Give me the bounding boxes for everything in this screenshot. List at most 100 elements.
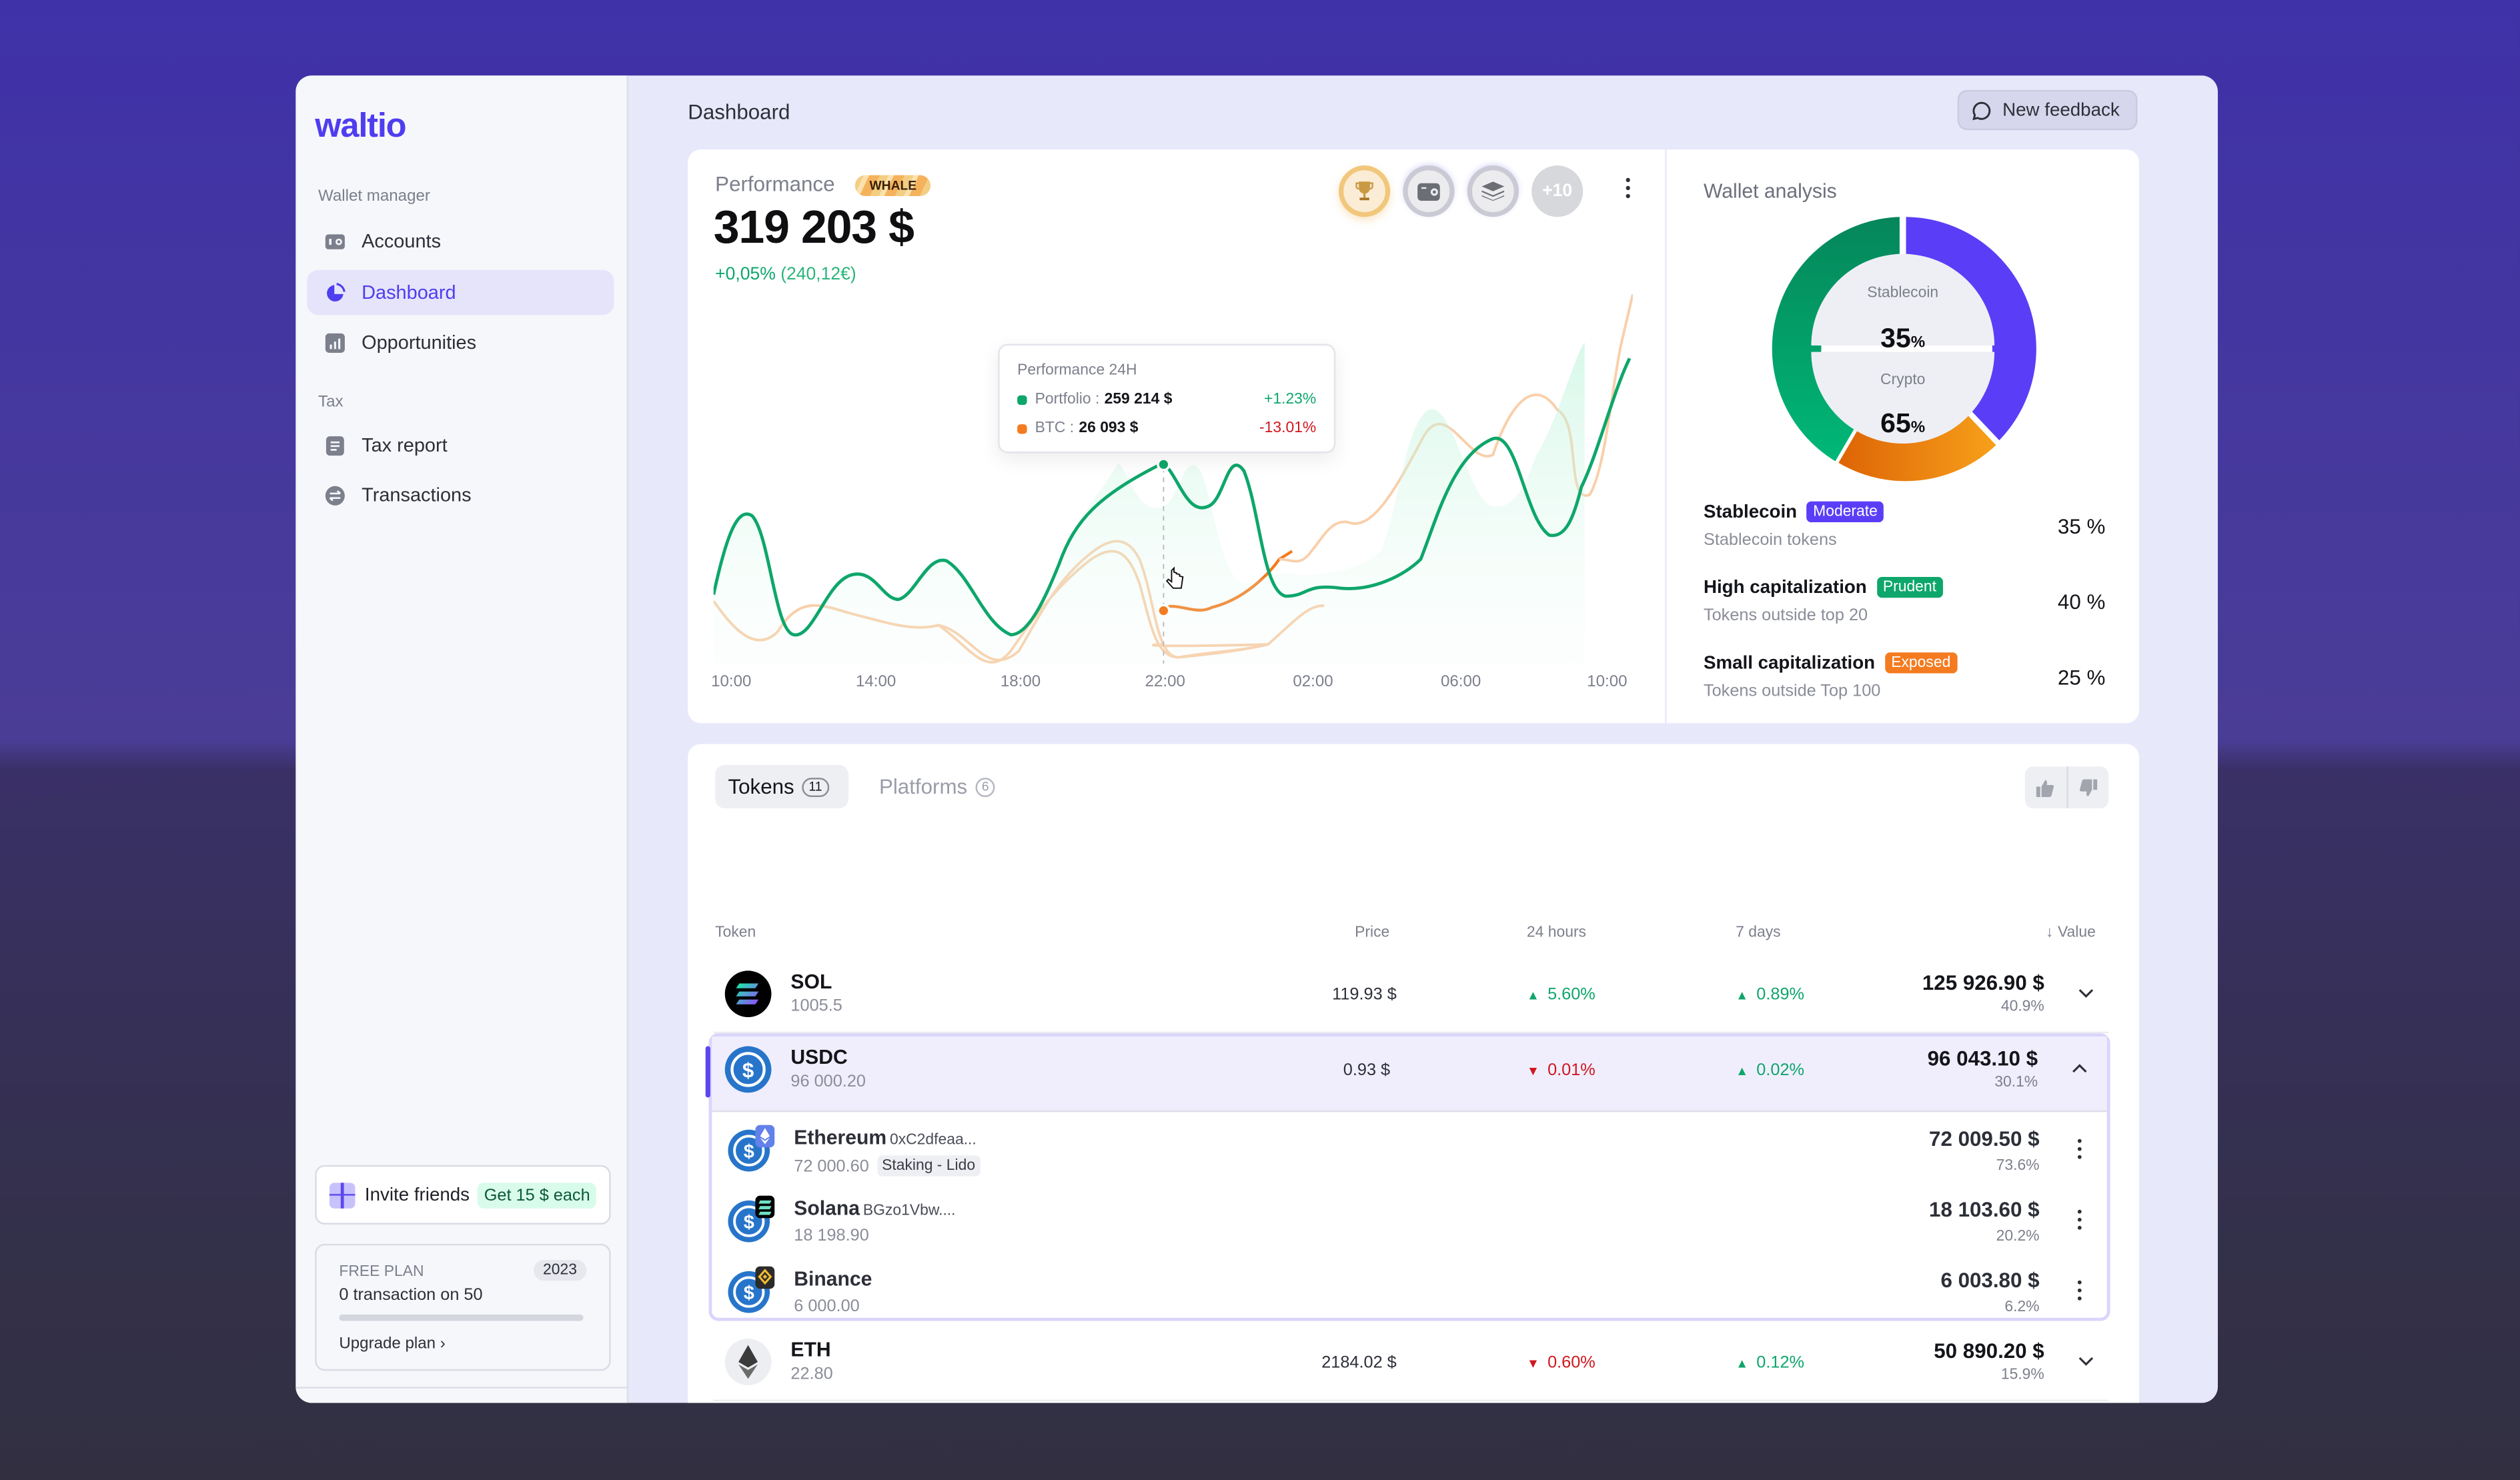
more-options-icon[interactable] bbox=[1625, 177, 1632, 199]
trophy-badge[interactable] bbox=[1339, 165, 1391, 217]
token-row-eth[interactable]: ETH 22.80 2184.02 $ 0.60% 0.12% 50 890.2… bbox=[709, 1326, 2117, 1400]
bar-chart-icon bbox=[325, 332, 345, 352]
logo[interactable]: waltio bbox=[315, 107, 406, 145]
feedback-thumbs bbox=[2024, 766, 2109, 808]
token-change-7d: 0.12% bbox=[1736, 1353, 1804, 1373]
token-value: 125 926.90 $ bbox=[1922, 970, 2044, 995]
tab-label: Tokens bbox=[728, 774, 794, 799]
risk-item-small-cap: Small capitalization Exposed Tokens outsi… bbox=[1704, 652, 2105, 700]
chevron-up-icon[interactable] bbox=[2072, 1060, 2088, 1076]
thumbs-down-button[interactable] bbox=[2068, 766, 2108, 808]
tab-tokens[interactable]: Tokens 11 bbox=[715, 764, 849, 808]
section-label-tax: Tax bbox=[318, 394, 344, 412]
tooltip-label: BTC : bbox=[1035, 419, 1075, 438]
token-row-usdc[interactable]: $ USDC 96 000.20 0.93 $ 0.01% 0.02% 96 0… bbox=[705, 1036, 2107, 1113]
more-options-icon[interactable] bbox=[2076, 1138, 2083, 1161]
position-row-solana[interactable]: $ Solana BGzo1Vbw.... 18 198.90 18 103.60… bbox=[712, 1185, 2106, 1255]
position-share: 73.6% bbox=[1996, 1157, 2040, 1175]
sidebar-item-transactions[interactable]: Transactions bbox=[307, 472, 614, 517]
position-share: 6.2% bbox=[2004, 1298, 2040, 1317]
plan-usage: 0 transaction on 50 bbox=[339, 1285, 483, 1305]
column-header-value[interactable]: ↓ Value bbox=[2046, 924, 2096, 942]
column-header-24h[interactable]: 24 hours bbox=[1526, 924, 1587, 942]
position-address: BGzo1Vbw.... bbox=[862, 1202, 956, 1220]
column-header-price[interactable]: Price bbox=[1355, 924, 1390, 942]
column-header-7d[interactable]: 7 days bbox=[1736, 924, 1781, 942]
tab-platforms[interactable]: Platforms 6 bbox=[879, 765, 996, 808]
tokens-card: Tokens 11 Platforms 6 Token Price 24 hours… bbox=[688, 744, 2139, 1403]
position-row-ethereum[interactable]: $ Ethereum 0xC2dfeaa... 72 000.60 Staking … bbox=[712, 1114, 2106, 1185]
chevron-down-icon[interactable] bbox=[2078, 985, 2094, 1001]
performance-line-chart[interactable] bbox=[713, 293, 1633, 664]
thumbs-down-icon bbox=[2079, 778, 2097, 796]
upgrade-plan-link[interactable]: Upgrade plan › bbox=[339, 1335, 445, 1353]
sort-desc-icon: ↓ bbox=[2046, 924, 2054, 942]
ethereum-token-icon bbox=[724, 1339, 772, 1385]
token-change-7d: 0.02% bbox=[1736, 1060, 1804, 1080]
sidebar-item-tax-report[interactable]: Tax report bbox=[307, 423, 614, 468]
hand-cursor-icon bbox=[1165, 566, 1184, 589]
btc-line-segment-2 bbox=[1279, 293, 1633, 563]
usdc-token-icon: $ bbox=[724, 1046, 772, 1093]
performance-card: Performance WHALE 319 203 $ +0,05% (240,… bbox=[688, 149, 1666, 724]
wallet-badge[interactable] bbox=[1403, 165, 1455, 217]
column-label: Value bbox=[2057, 924, 2096, 942]
app-window: waltio Wallet manager Accounts Dashboard… bbox=[295, 75, 2218, 1403]
usdc-row-content: $ USDC 96 000.20 0.93 $ 0.01% 0.02% 96 0… bbox=[709, 1033, 2110, 1107]
more-badges-count[interactable]: +10 bbox=[1531, 165, 1584, 217]
position-amount: 18 198.90 bbox=[794, 1226, 869, 1246]
token-share: 30.1% bbox=[1994, 1073, 2038, 1091]
sidebar-item-accounts[interactable]: Accounts bbox=[307, 219, 614, 263]
more-options-icon[interactable] bbox=[2076, 1279, 2083, 1302]
risk-tag: Prudent bbox=[1876, 576, 1943, 598]
column-header-token[interactable]: Token bbox=[715, 924, 756, 942]
position-amount: 6 000.00 bbox=[794, 1297, 860, 1317]
token-price: 119.93 $ bbox=[1332, 984, 1397, 1004]
risk-tag: Moderate bbox=[1806, 501, 1884, 523]
donut-segment-high-cap bbox=[1772, 217, 1900, 462]
tooltip-value: 259 214 $ bbox=[1104, 390, 1173, 408]
sidebar-item-label: Transactions bbox=[362, 484, 472, 506]
position-row-binance[interactable]: $ Binance 6 000.00 6 003.80 $ 6.2% bbox=[712, 1255, 2106, 1326]
thumbs-up-button[interactable] bbox=[2025, 766, 2068, 808]
token-change-24h: 0.01% bbox=[1527, 1060, 1596, 1080]
x-tick: 10:00 bbox=[1587, 673, 1628, 692]
invite-reward-badge: Get 15 $ each bbox=[478, 1182, 597, 1208]
token-price: 2184.02 $ bbox=[1321, 1353, 1397, 1373]
tab-count: 11 bbox=[802, 776, 829, 796]
svg-text:$: $ bbox=[742, 1059, 754, 1082]
more-options-icon[interactable] bbox=[2076, 1209, 2083, 1231]
plan-title: FREE PLAN bbox=[339, 1263, 424, 1281]
position-platform: Binance bbox=[794, 1268, 872, 1291]
plan-card: FREE PLAN 2023 0 transaction on 50 Upgra… bbox=[315, 1243, 611, 1371]
usdc-ethereum-icon: $ bbox=[728, 1125, 775, 1172]
wallet-icon bbox=[325, 233, 345, 249]
x-axis-labels: 10:00 14:00 18:00 22:00 02:00 06:00 10:0… bbox=[711, 673, 1633, 696]
token-symbol: SOL bbox=[790, 970, 832, 994]
x-tick: 18:00 bbox=[1000, 673, 1041, 692]
portfolio-hover-point bbox=[1157, 458, 1171, 472]
risk-item-high-cap: High capitalization Prudent Tokens outsid… bbox=[1704, 576, 2106, 625]
token-value: 50 890.20 $ bbox=[1934, 1339, 2044, 1363]
token-amount: 96 000.20 bbox=[790, 1072, 866, 1091]
legend-dot-btc bbox=[1017, 423, 1027, 434]
allocation-donut-chart[interactable]: Stablecoin Crypto bbox=[1768, 213, 2038, 484]
sidebar-item-label: Opportunities bbox=[362, 331, 477, 354]
solana-token-icon bbox=[724, 970, 772, 1018]
token-change-7d: 0.89% bbox=[1736, 985, 1804, 1004]
invite-friends-button[interactable]: Invite friends Get 15 $ each bbox=[315, 1165, 611, 1225]
x-tick: 10:00 bbox=[711, 673, 752, 692]
sidebar-item-label: Tax report bbox=[362, 434, 448, 457]
page-title: Dashboard bbox=[688, 99, 790, 124]
staking-tag: Staking - Lido bbox=[876, 1155, 981, 1177]
wallet-analysis-title: Wallet analysis bbox=[1703, 179, 1837, 203]
legend-dot-portfolio bbox=[1017, 394, 1027, 404]
layers-badge[interactable] bbox=[1467, 165, 1519, 217]
new-feedback-button[interactable]: New feedback bbox=[1957, 89, 2138, 131]
risk-percent: 40 % bbox=[2057, 590, 2106, 614]
sidebar-item-opportunities[interactable]: Opportunities bbox=[307, 319, 614, 364]
token-row-sol[interactable]: SOL 1005.5 119.93 $ 5.60% 0.89% 125 926.… bbox=[709, 958, 2117, 1032]
chevron-down-icon[interactable] bbox=[2078, 1353, 2094, 1369]
sidebar-item-dashboard[interactable]: Dashboard bbox=[307, 269, 614, 315]
